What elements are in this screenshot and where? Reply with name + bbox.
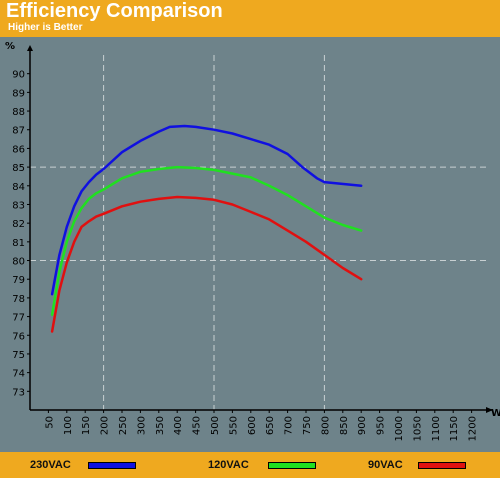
x-tick-label-200: 200 bbox=[100, 416, 111, 435]
series-line-120vac bbox=[50, 165, 363, 316]
y-tick-label-80: 80 bbox=[12, 257, 25, 268]
x-tick-label-1100: 1100 bbox=[431, 416, 442, 441]
legend-swatch-90vac bbox=[418, 462, 466, 469]
y-tick-label-73: 73 bbox=[12, 387, 25, 398]
x-tick-label-400: 400 bbox=[173, 416, 184, 435]
x-tick-label-900: 900 bbox=[357, 416, 368, 435]
chart-title: Efficiency Comparison bbox=[6, 0, 223, 22]
y-tick-label-77: 77 bbox=[12, 313, 25, 324]
y-tick-label-85: 85 bbox=[12, 163, 25, 174]
x-tick-label-750: 750 bbox=[302, 416, 313, 435]
y-tick-label-76: 76 bbox=[12, 331, 25, 342]
plot-background bbox=[0, 37, 500, 452]
y-tick-label-86: 86 bbox=[12, 144, 25, 155]
y-tick-label-88: 88 bbox=[12, 107, 25, 118]
x-axis-label: W bbox=[491, 408, 500, 419]
legend-swatch-230vac bbox=[88, 462, 136, 469]
x-tick-label-1050: 1050 bbox=[412, 416, 423, 441]
x-tick-label-550: 550 bbox=[228, 416, 239, 435]
y-tick-label-84: 84 bbox=[12, 182, 25, 193]
x-tick-label-1000: 1000 bbox=[394, 416, 405, 441]
x-tick-label-250: 250 bbox=[118, 416, 129, 435]
x-tick-label-500: 500 bbox=[210, 416, 221, 435]
x-tick-label-300: 300 bbox=[136, 416, 147, 435]
legend-label-120vac: 120VAC bbox=[208, 459, 249, 471]
y-tick-label-82: 82 bbox=[12, 219, 25, 230]
chart-subtitle: Higher is Better bbox=[8, 22, 83, 33]
y-tick-label-89: 89 bbox=[12, 88, 25, 99]
line-chart: % W 73 74 75 76 77 78 79 80 81 82 83 84 85 86 87 88 89 90 50… bbox=[5, 41, 500, 441]
header-bar: Efficiency Comparison Higher is Better bbox=[0, 0, 500, 37]
x-tick-label-800: 800 bbox=[320, 416, 331, 435]
legend-label-90vac: 90VAC bbox=[368, 459, 403, 471]
y-tick-label-81: 81 bbox=[12, 238, 25, 249]
y-axis-arrow bbox=[27, 45, 33, 51]
y-tick-label-75: 75 bbox=[12, 350, 25, 361]
legend-swatch-120vac bbox=[268, 462, 316, 469]
x-tick-label-1200: 1200 bbox=[468, 416, 479, 441]
legend-label-230vac: 230VAC bbox=[30, 459, 71, 471]
series-line-230vac bbox=[50, 124, 363, 296]
y-tick-label-83: 83 bbox=[12, 200, 25, 211]
x-tick-label-850: 850 bbox=[339, 416, 350, 435]
y-tick-label-87: 87 bbox=[12, 126, 25, 137]
x-tick-label-650: 650 bbox=[265, 416, 276, 435]
x-axis-arrow bbox=[486, 407, 493, 413]
x-tick-label-150: 150 bbox=[81, 416, 92, 435]
y-tick-label-90: 90 bbox=[12, 70, 25, 81]
x-tick-label-950: 950 bbox=[376, 416, 387, 435]
x-tick-label-350: 350 bbox=[155, 416, 166, 435]
x-tick-label-50: 50 bbox=[44, 416, 55, 429]
y-tick-label-79: 79 bbox=[12, 275, 25, 286]
x-tick-label-1150: 1150 bbox=[449, 416, 460, 441]
x-tick-label-100: 100 bbox=[63, 416, 74, 435]
x-tick-label-600: 600 bbox=[247, 416, 258, 435]
series-line-90vac bbox=[50, 195, 363, 333]
legend: 230VAC 120VAC 90VAC bbox=[0, 452, 500, 478]
y-tick-label-78: 78 bbox=[12, 294, 25, 305]
x-tick-label-450: 450 bbox=[192, 416, 203, 435]
y-tick-label-74: 74 bbox=[12, 369, 25, 380]
y-axis-label: % bbox=[5, 41, 15, 52]
x-tick-label-700: 700 bbox=[284, 416, 295, 435]
